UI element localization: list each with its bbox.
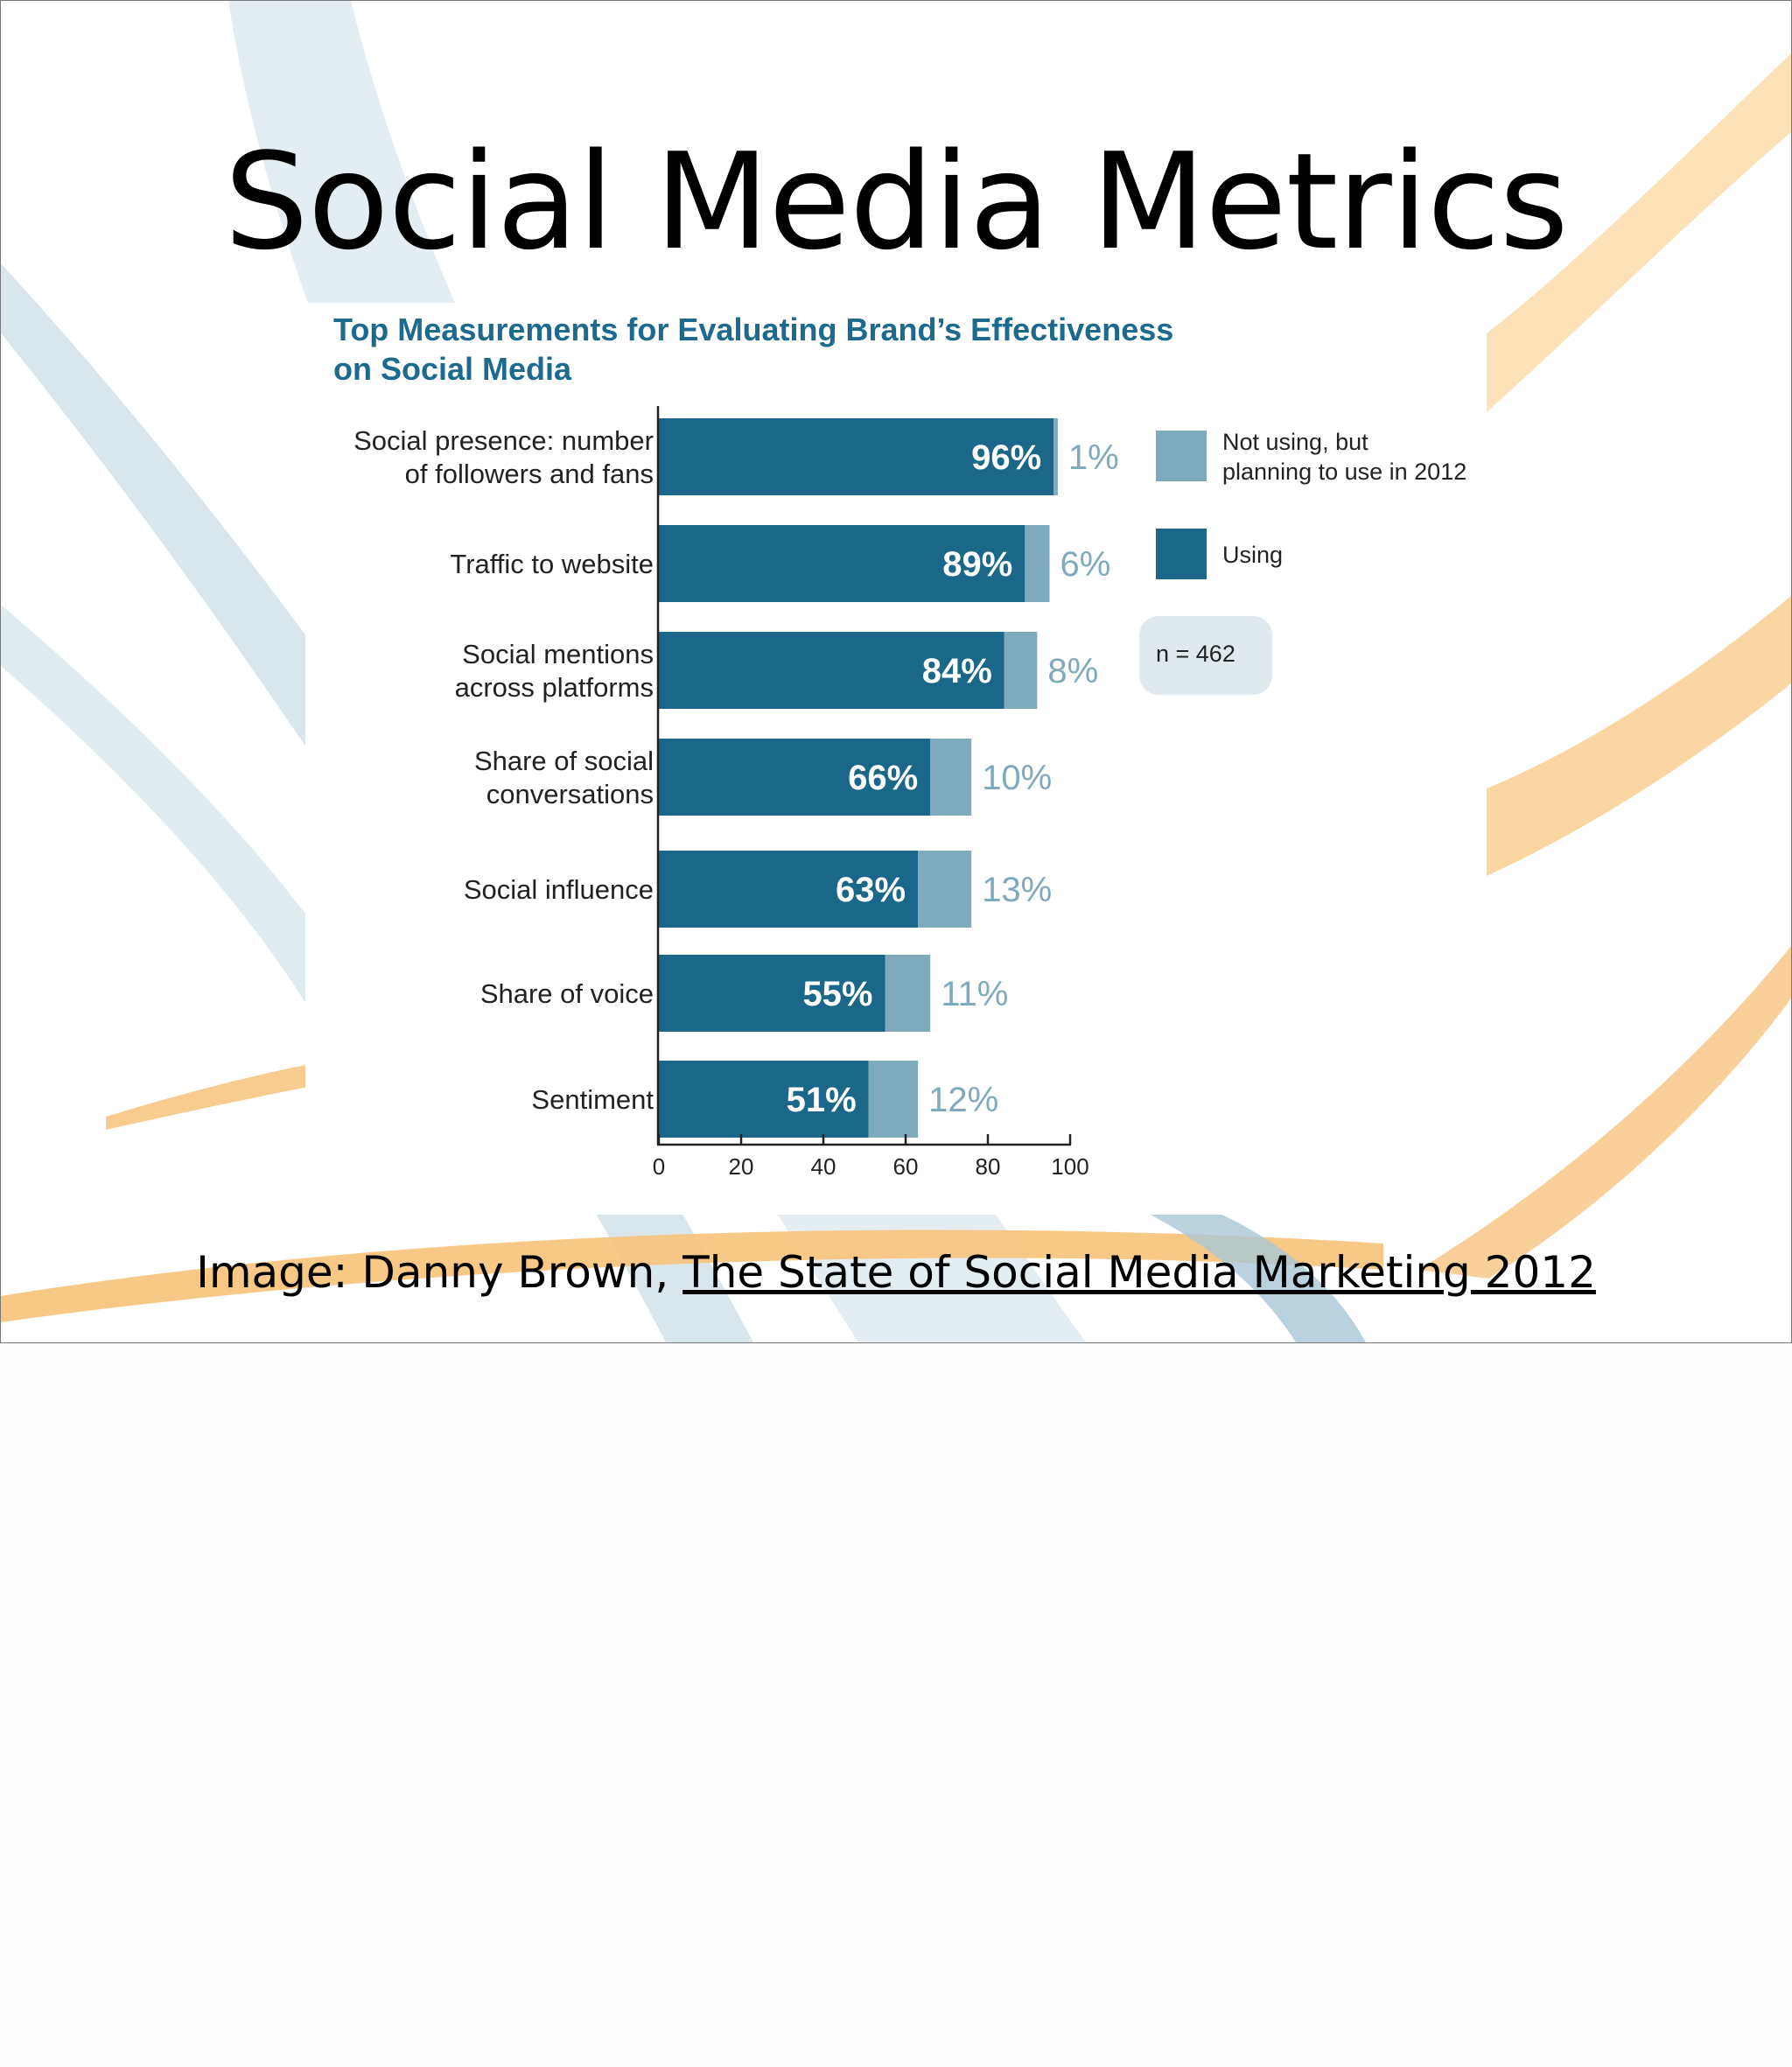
x-tick-label: 60 [893, 1153, 919, 1180]
legend-swatch [1156, 431, 1207, 481]
x-tick-label: 80 [976, 1153, 1001, 1180]
bar-planning [868, 1061, 919, 1138]
x-tick-label: 100 [1051, 1153, 1088, 1180]
bar-planning [918, 851, 972, 928]
image-caption: Image: Danny Brown, The State of Social … [1, 1242, 1791, 1303]
data-label-using: 96% [971, 438, 1041, 477]
x-tick-label: 20 [729, 1153, 754, 1180]
category-label: Social mentions [462, 639, 654, 669]
bar-using [659, 525, 1026, 602]
category-label: Share of voice [480, 978, 654, 1009]
data-label-planning: 10% [982, 759, 1052, 797]
bar-planning [1054, 418, 1058, 495]
bar-using [659, 418, 1054, 495]
x-tick-label: 40 [811, 1153, 836, 1180]
category-label: of followers and fans [405, 459, 654, 489]
bar-using [659, 1061, 869, 1138]
category-label: Social influence [464, 874, 654, 905]
category-label: Traffic to website [450, 549, 654, 579]
swoosh-orange-right-top [1487, 53, 1791, 412]
bar-planning [885, 955, 931, 1032]
legend-label: planning to use in 2012 [1222, 459, 1466, 485]
x-tick-label: 0 [653, 1153, 665, 1180]
data-label-planning: 1% [1068, 438, 1119, 477]
data-label-using: 89% [942, 545, 1012, 584]
bar-using [659, 851, 919, 928]
data-label-planning: 6% [1060, 545, 1111, 584]
bar-using [659, 955, 886, 1032]
data-label-planning: 12% [928, 1081, 998, 1119]
caption-source-link[interactable]: The State of Social Media Marketing 2012 [682, 1247, 1596, 1298]
swoosh-orange-right-mid [1487, 596, 1791, 876]
data-label-using: 66% [848, 759, 918, 797]
legend-label: Not using, but [1222, 429, 1368, 455]
category-label: Sentiment [531, 1084, 654, 1115]
chart-title-line: on Social Media [333, 351, 572, 387]
data-label-planning: 11% [941, 975, 1008, 1013]
bar-planning [1025, 525, 1050, 602]
swoosh-blue-bottom [1138, 1209, 1366, 1342]
swoosh-blue-lower [1, 605, 395, 1051]
chart-panel: Top Measurements for Evaluating Brand’s … [305, 303, 1487, 1215]
slide-title: Social Media Metrics [224, 124, 1569, 279]
category-label: conversations [486, 779, 654, 809]
legend-swatch [1156, 529, 1207, 579]
bar-planning [1004, 632, 1038, 709]
data-label-using: 55% [802, 975, 872, 1013]
category-label: Social presence: number [354, 425, 654, 456]
swoosh-orange-lower [1, 1230, 1383, 1322]
bar-using [659, 739, 931, 816]
sample-size-box [1139, 616, 1272, 695]
caption-prefix: Image: Danny Brown, [196, 1247, 683, 1298]
sample-size-label: n = 462 [1156, 641, 1236, 667]
data-label-using: 63% [836, 871, 906, 909]
data-label-planning: 13% [982, 871, 1052, 909]
data-label-planning: 8% [1047, 652, 1098, 690]
bar-planning [930, 739, 972, 816]
bar-using [659, 632, 1004, 709]
category-label: Share of social [474, 746, 654, 776]
chart-title-line: Top Measurements for Evaluating Brand’s … [333, 312, 1173, 347]
slide: Social Media Metrics Top Measurements fo… [0, 0, 1792, 1343]
legend-label: Using [1222, 542, 1283, 568]
data-label-using: 51% [787, 1081, 857, 1119]
data-label-using: 84% [922, 652, 992, 690]
category-label: across platforms [455, 672, 654, 703]
bar-chart: Top Measurements for Evaluating Brand’s … [333, 312, 1466, 1180]
